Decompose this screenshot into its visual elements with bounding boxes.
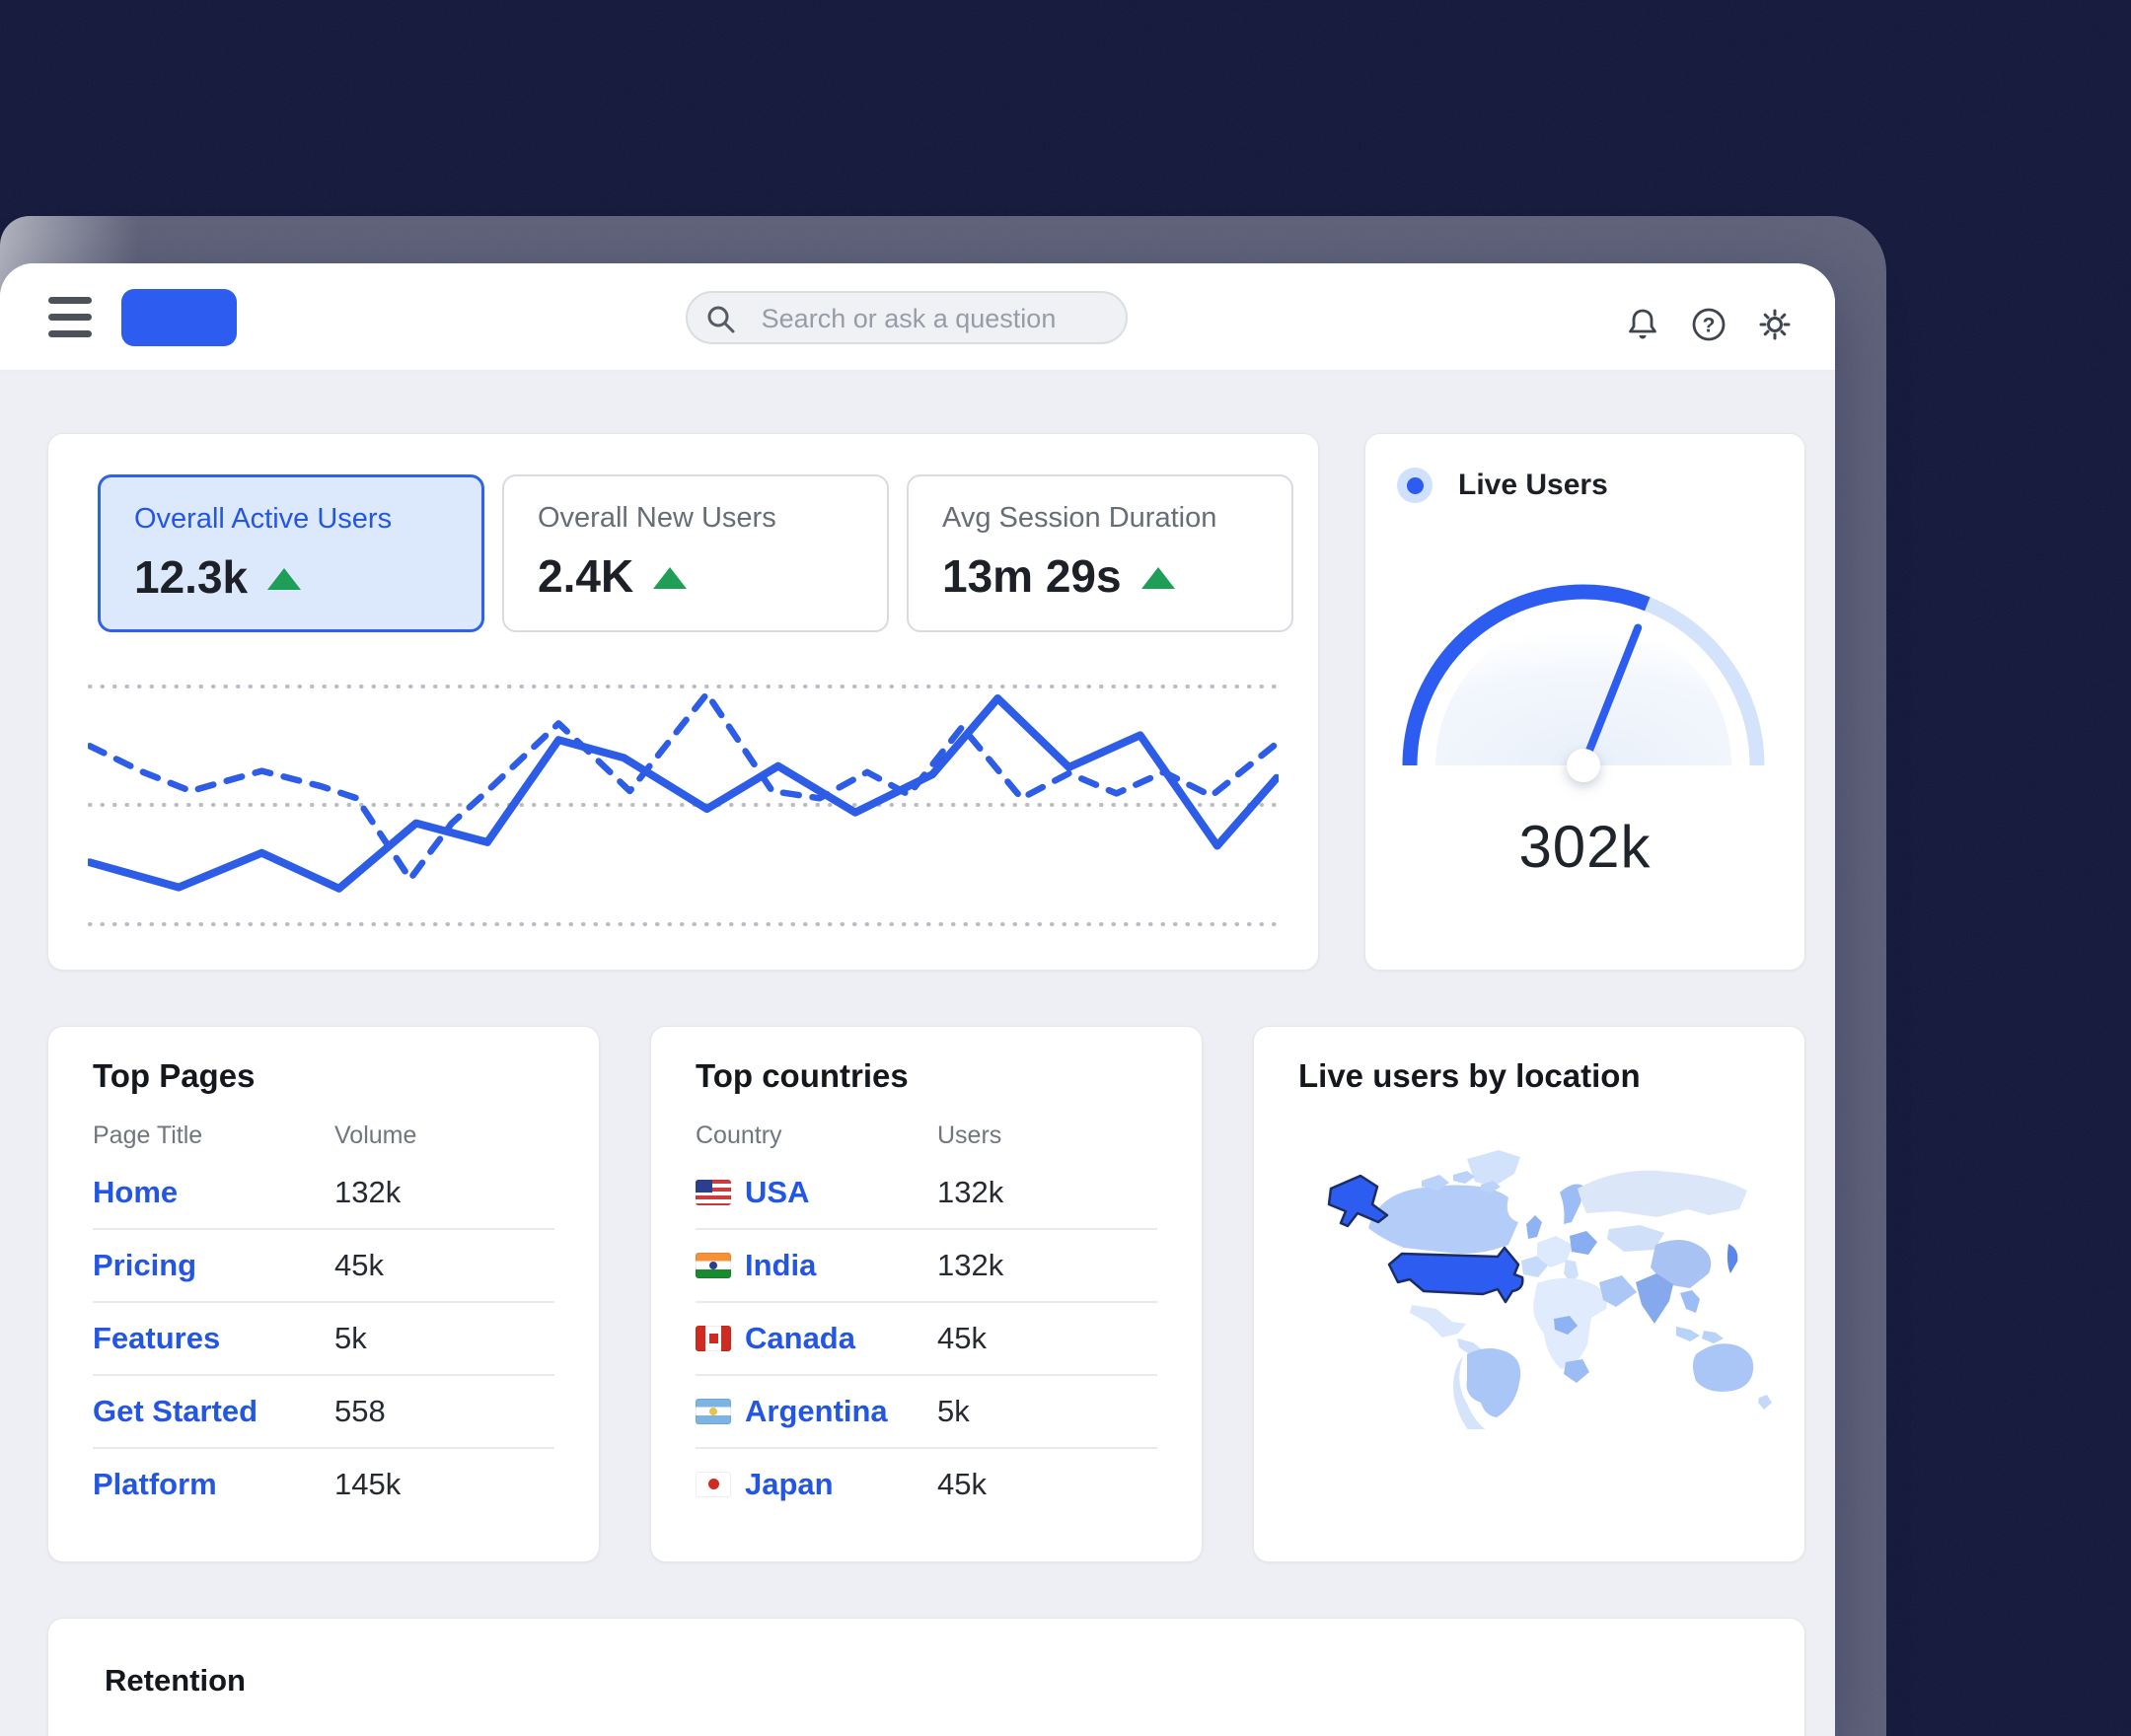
column-header: Volume (334, 1121, 417, 1149)
dashed-series-line (88, 689, 1279, 883)
top-countries-card: Top countries Country Users USA 132k Ind… (650, 1026, 1203, 1562)
country-flag-icon (696, 1253, 731, 1278)
country-flag-icon (696, 1326, 731, 1351)
settings-gear-icon[interactable] (1755, 305, 1795, 344)
row-value: 132k (937, 1248, 1004, 1282)
map-title: Live users by location (1298, 1057, 1641, 1094)
row-link[interactable]: Features (93, 1321, 221, 1355)
kpi-value: 12.3k (134, 551, 249, 603)
country-flag-icon (696, 1399, 731, 1424)
table-row: India 132k (696, 1230, 1157, 1303)
row-value: 558 (334, 1394, 386, 1428)
row-link[interactable]: Get Started (93, 1394, 258, 1428)
table-row: USA 132k (696, 1157, 1157, 1230)
table-row: Pricing 45k (93, 1230, 554, 1303)
table-row: Get Started 558 (93, 1376, 554, 1449)
retention-card: Retention (47, 1618, 1805, 1736)
search-input[interactable] (688, 293, 1130, 344)
row-link[interactable]: Canada (696, 1321, 937, 1356)
svg-text:?: ? (1703, 315, 1716, 337)
kpi-overall-new-users[interactable]: Overall New Users 2.4K (502, 474, 889, 632)
table-row: Argentina 5k (696, 1376, 1157, 1449)
legend-label: Live Users (1458, 469, 1608, 501)
world-map (1327, 1150, 1772, 1429)
top-pages-card: Top Pages Page Title Volume Home 132k Pr… (47, 1026, 600, 1562)
app-window: ? Overall Active Users 12.3k (0, 263, 1835, 1736)
column-header: Country (696, 1121, 782, 1149)
legend-dot-icon (1397, 468, 1433, 503)
top-countries-title: Top countries (696, 1057, 909, 1094)
users-trend-line-chart (88, 685, 1279, 926)
country-flag-icon (696, 1472, 731, 1497)
row-value: 45k (937, 1321, 987, 1355)
top-pages-header: Page Title Volume (93, 1121, 554, 1157)
table-row: Platform 145k (93, 1449, 554, 1520)
table-row: Japan 45k (696, 1449, 1157, 1520)
trend-up-icon (267, 568, 302, 590)
table-row: Home 132k (93, 1157, 554, 1230)
app-logo[interactable] (121, 289, 237, 346)
table-row: Canada 45k (696, 1303, 1157, 1376)
table-row: Features 5k (93, 1303, 554, 1376)
kpi-label: Overall New Users (538, 502, 776, 534)
kpi-overall-active-users[interactable]: Overall Active Users 12.3k (98, 474, 484, 632)
live-users-gauge (1402, 584, 1765, 782)
top-navbar: ? (0, 263, 1835, 372)
row-value: 5k (937, 1394, 970, 1428)
kpi-value: 2.4K (538, 550, 634, 602)
country-flag-icon (696, 1180, 731, 1205)
retention-title: Retention (105, 1663, 246, 1698)
gauge-hub (1567, 749, 1600, 782)
top-countries-header: Country Users (696, 1121, 1157, 1157)
top-pages-title: Top Pages (93, 1057, 256, 1094)
search-bar[interactable] (686, 291, 1130, 344)
row-value: 45k (334, 1248, 384, 1282)
live-users-value: 302k (1518, 814, 1652, 880)
kpi-avg-session-duration[interactable]: Avg Session Duration 13m 29s (907, 474, 1293, 632)
dashboard-content: Overall Active Users 12.3k Overall New U… (0, 372, 1835, 1736)
column-header: Page Title (93, 1121, 203, 1149)
row-link[interactable]: USA (696, 1175, 937, 1210)
overview-chart-card: Overall Active Users 12.3k Overall New U… (47, 433, 1319, 971)
row-link[interactable]: Home (93, 1175, 179, 1209)
column-header: Users (937, 1121, 1002, 1149)
row-value: 132k (937, 1175, 1004, 1209)
live-users-map-card: Live users by location (1253, 1026, 1805, 1562)
notification-bell-icon[interactable] (1623, 305, 1662, 344)
row-link[interactable]: Platform (93, 1467, 217, 1501)
kpi-value: 13m 29s (942, 550, 1122, 602)
top-pages-rows: Home 132k Pricing 45k Features 5k Get St… (93, 1157, 554, 1520)
trend-up-icon (1140, 567, 1175, 589)
gauge-inner-fill (1435, 617, 1731, 765)
row-value: 5k (334, 1321, 367, 1355)
row-value: 145k (334, 1467, 402, 1501)
row-link[interactable]: Argentina (696, 1394, 937, 1429)
kpi-label: Overall Active Users (134, 503, 393, 535)
row-link[interactable]: India (696, 1248, 937, 1283)
row-link[interactable]: Pricing (93, 1248, 197, 1282)
hamburger-menu-icon[interactable] (48, 297, 92, 338)
help-icon[interactable]: ? (1689, 305, 1728, 344)
row-value: 45k (937, 1467, 987, 1501)
row-value: 132k (334, 1175, 402, 1209)
live-users-card: Live Users (1364, 433, 1805, 971)
kpi-label: Avg Session Duration (942, 502, 1217, 534)
top-countries-rows: USA 132k India 132k Canada 45k Argentina… (696, 1157, 1157, 1520)
trend-up-icon (653, 567, 688, 589)
live-users-legend: Live Users (1397, 468, 1608, 503)
row-link[interactable]: Japan (696, 1467, 937, 1502)
